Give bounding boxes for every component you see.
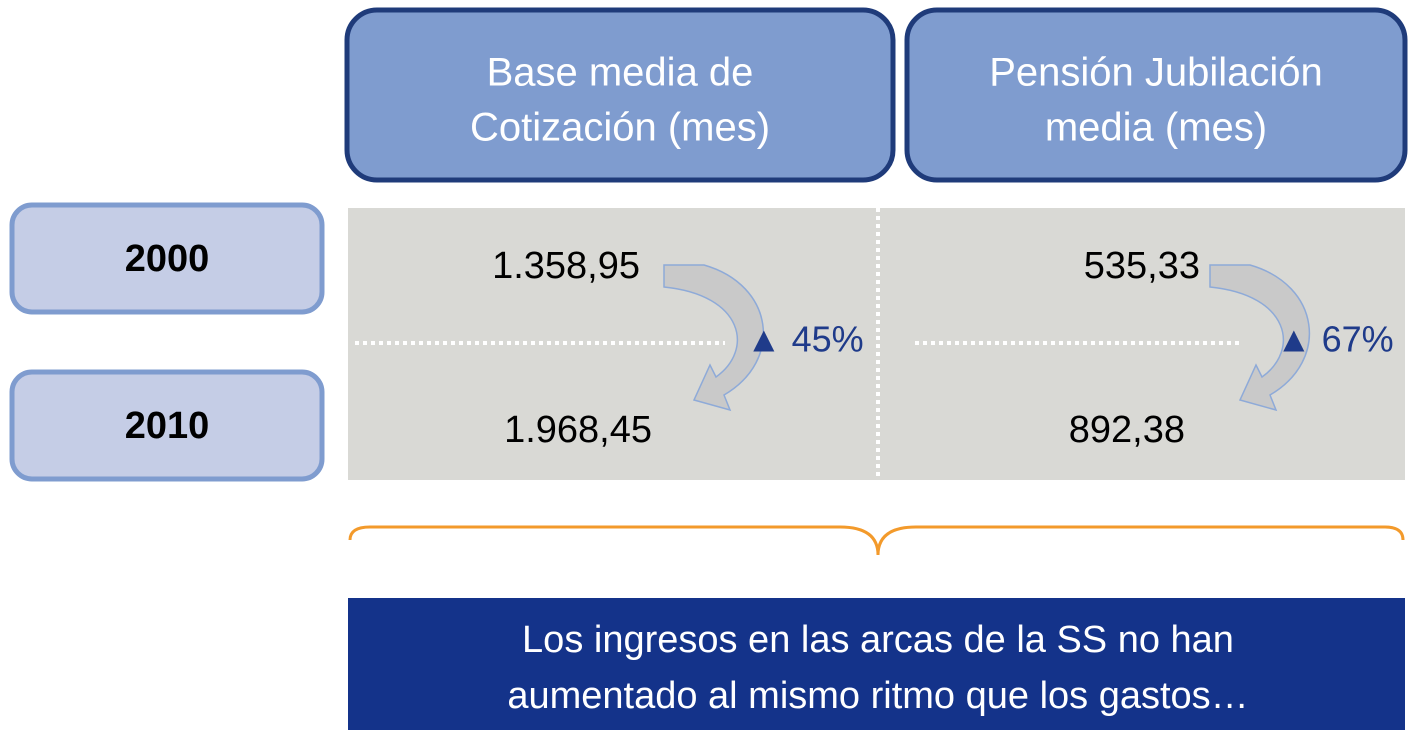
column-header [904, 7, 1408, 183]
column-header-text: media (mes) [1045, 106, 1267, 150]
row-header-text: 2010 [125, 405, 210, 447]
column-header [344, 7, 896, 183]
conclusion-text: aumentado al mismo ritmo que los gastos… [507, 675, 1248, 717]
cell: 535,33 [1084, 245, 1200, 287]
cell: 1.968,45 [504, 409, 652, 451]
cell: 892,38 [1069, 409, 1185, 451]
column-header-text: Pensión Jubilación [989, 51, 1323, 95]
column-header-text: Base media de [487, 51, 754, 95]
brace [348, 525, 1405, 556]
row-header [9, 369, 325, 482]
cell: 1.358,95 [492, 245, 640, 287]
row-header [9, 202, 325, 315]
conclusion-box [348, 598, 1405, 730]
change: ▲ 67% [1276, 319, 1394, 360]
column-header-text: Cotización (mes) [470, 106, 770, 150]
row-header-text: 2000 [125, 238, 210, 280]
change: ▲ 45% [746, 319, 864, 360]
conclusion-text: Los ingresos en las arcas de la SS no ha… [522, 619, 1234, 661]
